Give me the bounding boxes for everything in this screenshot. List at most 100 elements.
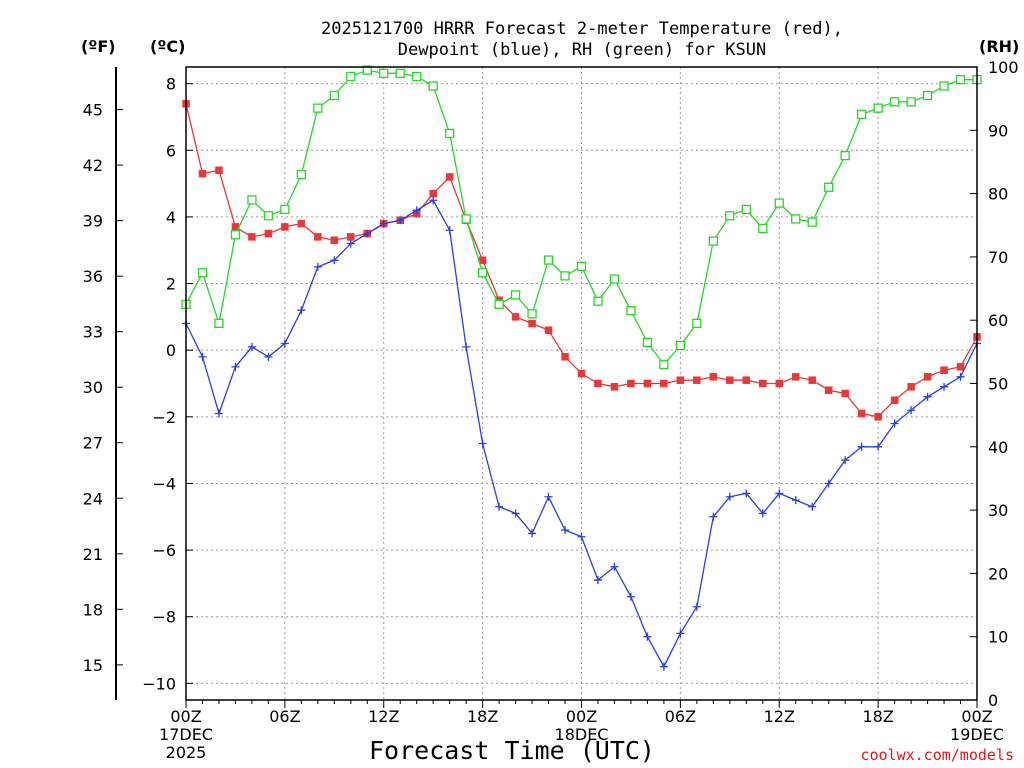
- dewpoint-point: [280, 339, 289, 348]
- celsius-tick-label: −8: [152, 608, 176, 627]
- time-tick-label: 00Z: [566, 707, 597, 726]
- dewpoint-point: [528, 529, 537, 538]
- dewpoint-point: [742, 489, 751, 498]
- rh-tick-label: 100: [988, 58, 1019, 77]
- dewpoint-point: [841, 456, 850, 465]
- time-tick-label: 12Z: [368, 707, 399, 726]
- rh-point: [197, 268, 208, 278]
- x-axis-label: Forecast Time (UTC): [369, 736, 655, 765]
- celsius-tick-label: −2: [152, 408, 176, 427]
- rh-tick-label: 80: [988, 185, 1008, 204]
- fahrenheit-tick-label: 18: [83, 600, 103, 619]
- dewpoint-point: [511, 509, 520, 518]
- chart-title-line-2: Dewpoint (blue), RH (green) for KSUN: [398, 40, 766, 60]
- time-tick-label: 00Z: [170, 707, 201, 726]
- rh-point: [527, 309, 537, 319]
- fahrenheit-tick-label: 21: [83, 545, 103, 564]
- temperature-point: [544, 326, 553, 334]
- fahrenheit-axis: 45 42 39 36 33 30 27 24 21 18 15: [83, 101, 123, 675]
- dewpoint-point: [313, 262, 322, 271]
- fahrenheit-tick-label: 36: [83, 267, 103, 286]
- rh-point: [807, 217, 817, 227]
- rh-point: [593, 296, 603, 306]
- fahrenheit-tick-label: 33: [83, 323, 103, 342]
- rh-tick-label: 10: [988, 628, 1008, 647]
- dewpoint-point: [808, 502, 817, 511]
- rh-point: [824, 182, 834, 192]
- celsius-tick-label: −10: [142, 674, 176, 693]
- dewpoint-point: [874, 442, 883, 451]
- dewpoint-point: [478, 439, 487, 448]
- temperature-point: [791, 373, 800, 381]
- dewpoint-point: [907, 406, 916, 415]
- time-tick-label: 06Z: [269, 707, 300, 726]
- celsius-tick-label: −6: [152, 541, 176, 560]
- fahrenheit-tick-label: 24: [83, 489, 103, 508]
- dewpoint-point: [659, 662, 668, 671]
- temperature-point: [281, 223, 289, 231]
- dewpoint-point: [725, 492, 734, 501]
- rh-point: [346, 71, 356, 82]
- dewpoint-point: [890, 419, 899, 428]
- rh-point: [725, 211, 735, 221]
- rh-point: [263, 211, 274, 221]
- dewpoint-point: [297, 306, 306, 315]
- temperature-point: [297, 219, 306, 228]
- rh-point: [609, 274, 620, 284]
- rh-point: [741, 204, 751, 215]
- dewpoint-point: [445, 226, 454, 235]
- rh-point: [296, 169, 307, 180]
- dewpoint-point: [824, 479, 833, 488]
- time-tick-label: 18DEC: [555, 725, 609, 744]
- temperature-point: [577, 369, 586, 378]
- dewpoint-point: [577, 532, 586, 541]
- temperature-point: [347, 233, 355, 241]
- temperature-point: [314, 233, 322, 241]
- rh-point: [214, 318, 224, 329]
- fahrenheit-tick-label: 30: [83, 378, 103, 397]
- rh-tick-label: 70: [988, 248, 1008, 267]
- dewpoint-point: [429, 196, 438, 205]
- dewpoint-point: [544, 492, 553, 501]
- celsius-tick-label: 4: [166, 208, 176, 227]
- rh-tick-label: 50: [988, 375, 1008, 394]
- time-tick-label: 17DEC: [159, 725, 213, 744]
- rh-point: [692, 318, 702, 329]
- temperature-point: [759, 379, 767, 388]
- temperature-point: [330, 236, 339, 244]
- dewpoint-point: [923, 392, 932, 401]
- dewpoint-point: [231, 362, 240, 371]
- dewpoint-point: [346, 239, 355, 248]
- rh-point: [313, 103, 323, 113]
- grid: [186, 67, 977, 700]
- rh-point: [445, 128, 455, 139]
- dewpoint-point: [709, 512, 718, 521]
- rh-point: [494, 299, 504, 310]
- temperature-point: [610, 383, 619, 391]
- rh-point: [774, 198, 784, 208]
- rh-point: [510, 290, 521, 300]
- rh-point: [576, 261, 587, 272]
- temperature-point: [956, 363, 965, 371]
- temperature-point: [742, 376, 751, 384]
- temperature-point: [808, 376, 816, 384]
- fahrenheit-tick-label: 27: [83, 434, 103, 453]
- temperature-point: [594, 379, 602, 388]
- celsius-tick-label: 6: [166, 141, 176, 160]
- temperature-point: [841, 389, 849, 398]
- rh-point: [675, 340, 686, 351]
- dewpoint-point: [379, 219, 388, 228]
- rh-point: [395, 68, 405, 78]
- dewpoint-point: [330, 256, 339, 265]
- time-tick-label: 19DEC: [950, 725, 1004, 744]
- rh-point: [922, 90, 933, 101]
- temperature-point: [676, 376, 685, 384]
- rh-point: [758, 223, 768, 234]
- rh-point: [477, 268, 488, 278]
- dewpoint-point: [676, 629, 685, 638]
- rh-point: [379, 68, 389, 78]
- rh-tick-label: 40: [988, 438, 1008, 457]
- rh-point: [955, 75, 966, 85]
- temperature-point: [923, 373, 932, 381]
